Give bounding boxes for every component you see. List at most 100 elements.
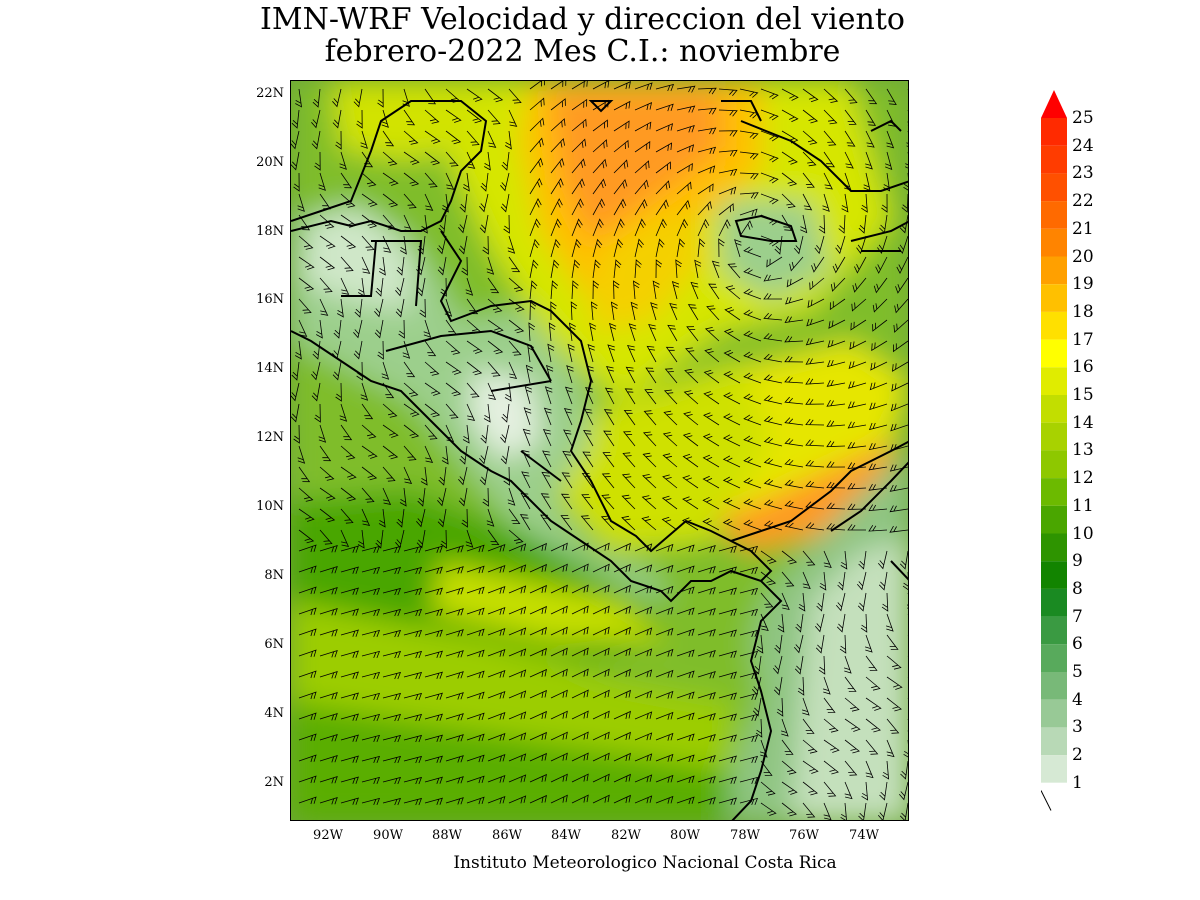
wind-barb bbox=[298, 298, 312, 314]
wind-barb bbox=[763, 333, 783, 342]
colorbar-swatch bbox=[1041, 201, 1067, 229]
wind-barb bbox=[587, 344, 595, 363]
wind-barb bbox=[877, 550, 888, 570]
wind-barb bbox=[382, 172, 399, 186]
wind-barb bbox=[546, 364, 554, 384]
wind-barb bbox=[441, 445, 449, 465]
wind-barb bbox=[613, 584, 631, 594]
wind-barb bbox=[634, 121, 652, 132]
wind-barb bbox=[529, 668, 547, 678]
wind-barb bbox=[718, 149, 738, 157]
wind-barb bbox=[298, 565, 317, 574]
wind-barb bbox=[416, 256, 426, 276]
wind-barb bbox=[550, 647, 568, 657]
wind-barb bbox=[403, 776, 423, 785]
wind-barb bbox=[743, 309, 762, 321]
wind-barb bbox=[487, 130, 497, 148]
wind-barb bbox=[592, 731, 610, 741]
lon-tick-label: 82W bbox=[611, 828, 641, 843]
wind-barb bbox=[403, 650, 423, 659]
colorbar-swatch bbox=[1041, 755, 1067, 783]
wind-barb bbox=[375, 277, 384, 297]
wind-barb bbox=[420, 466, 428, 486]
wind-barb bbox=[361, 587, 381, 596]
wind-barb bbox=[458, 214, 468, 234]
wind-barb bbox=[864, 634, 873, 653]
wind-barb bbox=[424, 340, 437, 357]
wind-barb bbox=[863, 172, 871, 192]
wind-barb bbox=[667, 324, 678, 342]
wind-barb bbox=[571, 542, 589, 552]
wind-barb bbox=[445, 109, 462, 123]
colorbar-level-label: 21 bbox=[1072, 218, 1094, 239]
wind-barb bbox=[822, 193, 830, 212]
wind-barb bbox=[466, 670, 485, 679]
wind-barb bbox=[641, 516, 657, 531]
colorbar-level-label: 8 bbox=[1072, 578, 1083, 599]
wind-barb bbox=[669, 302, 678, 321]
wind-barb bbox=[655, 83, 675, 92]
wind-barb bbox=[743, 246, 762, 258]
wind-barb bbox=[847, 421, 867, 429]
wind-barb bbox=[571, 198, 584, 216]
wind-barb bbox=[424, 566, 443, 574]
colorbar-swatch bbox=[1041, 561, 1067, 589]
wind-barb bbox=[703, 391, 720, 405]
wind-barb bbox=[625, 366, 636, 384]
wind-barb bbox=[571, 710, 589, 720]
wind-barb bbox=[697, 146, 717, 154]
wind-barb bbox=[676, 85, 696, 93]
wind-barb bbox=[508, 361, 518, 379]
wind-barb bbox=[836, 613, 846, 633]
wind-barb bbox=[403, 172, 420, 187]
wind-barb bbox=[419, 298, 426, 318]
wind-barb bbox=[763, 478, 783, 489]
wind-speed-field bbox=[291, 81, 908, 820]
wind-barb bbox=[607, 344, 616, 363]
wind-barb bbox=[634, 102, 653, 111]
wind-barb bbox=[819, 571, 827, 591]
wind-barb bbox=[480, 172, 489, 192]
wind-barb bbox=[378, 508, 386, 528]
wind-barb bbox=[527, 343, 534, 363]
wind-barb bbox=[613, 218, 625, 237]
wind-barb bbox=[500, 193, 510, 213]
wind-barb bbox=[550, 794, 568, 804]
wind-barb bbox=[847, 441, 867, 449]
wind-barb bbox=[622, 431, 636, 447]
wind-barb bbox=[889, 484, 908, 492]
wind-barb bbox=[570, 301, 578, 321]
wind-barb bbox=[839, 634, 847, 654]
wind-barb bbox=[340, 256, 354, 272]
wind-barb bbox=[571, 605, 589, 615]
wind-barb bbox=[508, 564, 527, 573]
wind-barb bbox=[899, 214, 908, 234]
wind-barb bbox=[424, 734, 443, 742]
wind-barb bbox=[844, 760, 858, 776]
wind-barb bbox=[319, 277, 333, 293]
wind-barb bbox=[774, 634, 783, 654]
wind-barb bbox=[563, 408, 573, 426]
wind-barb bbox=[358, 277, 365, 297]
colorbar-swatch bbox=[1041, 644, 1067, 672]
wind-barb bbox=[487, 529, 500, 545]
wind-barb bbox=[875, 256, 888, 274]
lat-tick-label: 16N bbox=[256, 292, 284, 307]
wind-barb bbox=[340, 797, 359, 805]
wind-barb bbox=[781, 802, 797, 817]
wind-barb bbox=[613, 689, 631, 699]
wind-barb bbox=[718, 713, 737, 721]
wind-barb bbox=[881, 592, 889, 612]
colorbar-level-label: 23 bbox=[1072, 163, 1094, 184]
wind-barb bbox=[739, 650, 759, 659]
wind-barb bbox=[840, 802, 847, 820]
lat-tick-label: 12N bbox=[256, 430, 284, 445]
colorbar-level-label: 2 bbox=[1072, 745, 1083, 766]
wind-barb bbox=[298, 754, 317, 763]
wind-barb bbox=[718, 692, 737, 700]
wind-barb bbox=[805, 522, 825, 531]
wind-barb bbox=[879, 781, 888, 801]
wind-barb bbox=[703, 369, 720, 384]
wind-barb bbox=[763, 293, 782, 300]
wind-barb bbox=[382, 692, 402, 701]
